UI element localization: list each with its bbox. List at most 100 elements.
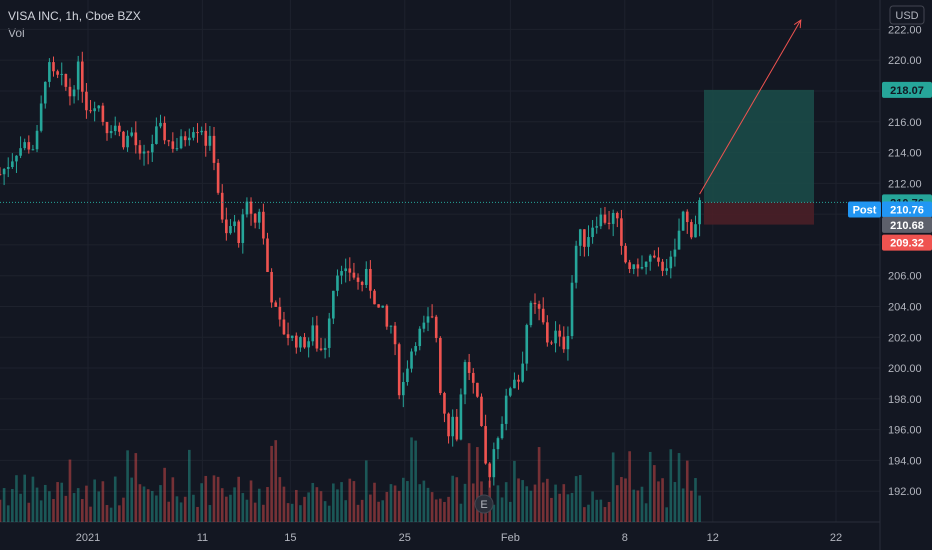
candle-body (163, 122, 166, 141)
volume-bar (43, 484, 47, 522)
price-tag-label: 210.68 (890, 220, 924, 232)
volume-bar (587, 504, 590, 522)
volume-bar (685, 460, 689, 522)
candle-body (537, 304, 541, 309)
candle-body (60, 73, 64, 75)
projection-arrow-line[interactable] (699, 19, 802, 195)
volume-bar (628, 451, 631, 522)
y-tick-label: 212.00 (888, 178, 922, 190)
volume-bar (393, 485, 397, 522)
volume-bar (508, 501, 512, 522)
volume-bar (109, 507, 113, 522)
volume-bar (72, 493, 76, 522)
candle-body (155, 126, 158, 144)
volume-bar (48, 491, 51, 522)
volume-bar (401, 477, 405, 522)
volume-bar (653, 465, 656, 522)
volume-bar (89, 506, 92, 522)
volume-bar (60, 482, 64, 522)
candle-body (282, 319, 286, 335)
volume-bar (138, 484, 142, 522)
candle-body (476, 382, 479, 397)
candle-body (336, 275, 339, 291)
volume-bar (451, 475, 454, 522)
candle-body (463, 362, 467, 395)
candle-body (101, 105, 105, 122)
candle-body (311, 325, 315, 342)
volume-bar (332, 483, 335, 522)
candle-body (414, 346, 417, 352)
candle-body (327, 318, 331, 348)
candle-body (253, 213, 257, 223)
price-tag (882, 216, 932, 233)
candle-body (628, 262, 631, 269)
volume-bar (311, 482, 315, 522)
volume-bar (150, 490, 154, 522)
x-tick-label: 8 (622, 532, 628, 544)
volume-bar (381, 500, 385, 522)
candle-body (15, 155, 18, 162)
candle-body (23, 142, 26, 149)
candle-body (179, 136, 183, 149)
candle-body (377, 304, 380, 308)
y-tick-label: 216.00 (888, 117, 922, 129)
candle-body (332, 290, 335, 319)
volume-bar (15, 475, 18, 522)
volume-bar (126, 450, 129, 522)
volume-bar (640, 486, 644, 522)
loss-zone[interactable] (704, 202, 814, 225)
candle-body (661, 261, 664, 271)
candle-body (653, 255, 656, 258)
candle-body (348, 268, 352, 273)
volume-bar (570, 492, 574, 522)
currency-button[interactable] (889, 5, 925, 25)
volume-bar (554, 484, 557, 522)
candle-body (599, 214, 603, 227)
candle-body (212, 135, 216, 163)
candle-body (237, 221, 240, 243)
volume-bar (406, 481, 409, 522)
candle-body (369, 268, 372, 291)
earnings-marker-label: E (480, 499, 487, 511)
volume-bar (439, 498, 442, 522)
candle-body (150, 143, 154, 153)
candle-body (142, 151, 146, 154)
candle-body (657, 257, 660, 262)
candle-body (434, 316, 438, 338)
volume-bar (673, 482, 677, 522)
candle-body (39, 103, 43, 131)
volume-bar (521, 480, 524, 522)
volume-bar (665, 507, 668, 522)
volume-bar (661, 478, 664, 522)
volume-bar (68, 459, 72, 522)
profit-zone[interactable] (704, 89, 814, 203)
candle-body (578, 229, 582, 246)
candle-body (11, 161, 14, 168)
volume-bar (377, 501, 380, 522)
candle-body (72, 89, 76, 97)
candle-body (323, 347, 327, 350)
volume-bar (192, 494, 195, 522)
price-tag (882, 234, 932, 251)
earnings-marker[interactable] (474, 494, 494, 514)
volume-bar (315, 487, 319, 522)
candle-body (225, 219, 228, 234)
volume-bar (52, 499, 55, 522)
candle-body (266, 238, 269, 272)
volume-bar (101, 481, 105, 522)
volume-bar (249, 480, 253, 522)
volume-bar (286, 503, 290, 522)
candle-body (640, 266, 644, 269)
volume-bar (681, 488, 685, 522)
candle-body (508, 388, 512, 396)
candle-body (303, 337, 306, 348)
volume-bar (434, 499, 438, 522)
candle-body (126, 135, 129, 148)
volume-bar (583, 507, 586, 522)
candle-body (315, 325, 319, 349)
volume-bar (615, 485, 619, 522)
volume-bar (463, 483, 467, 522)
candle-body (109, 131, 113, 134)
candle-body (262, 211, 265, 239)
